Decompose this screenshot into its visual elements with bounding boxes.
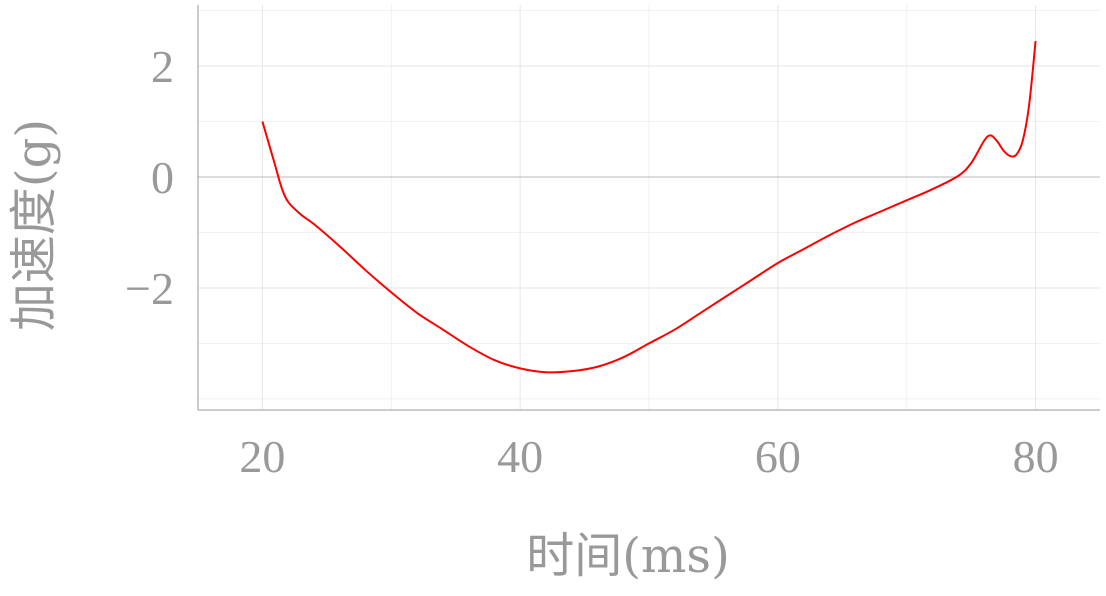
data-series — [261, 40, 1037, 374]
y-tick-label: 0 — [151, 152, 174, 203]
x-tick-label: 20 — [239, 431, 285, 482]
x-tick-label: 40 — [497, 431, 543, 482]
axes — [197, 5, 1100, 411]
y-axis-title: 加速度(g) — [6, 119, 62, 331]
y-tick-label: 2 — [151, 41, 174, 92]
y-tick-label: −2 — [125, 263, 174, 314]
x-tick-label: 60 — [755, 431, 801, 482]
series-line — [261, 40, 1037, 374]
x-axis-title: 时间(ms) — [526, 528, 730, 584]
tick-labels: 20 40 60 80 −2 0 2 — [125, 41, 1059, 482]
grid — [198, 5, 1100, 410]
x-tick-label: 80 — [1013, 431, 1059, 482]
